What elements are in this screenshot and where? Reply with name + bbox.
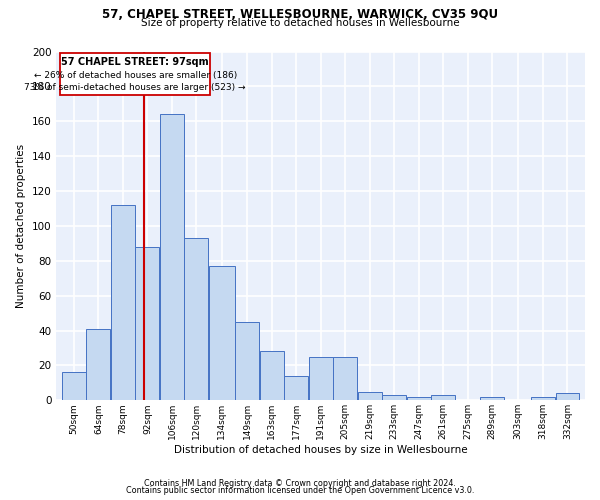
Bar [235, 322, 259, 400]
X-axis label: Distribution of detached houses by size in Wellesbourne: Distribution of detached houses by size … [174, 445, 467, 455]
Bar [209, 266, 235, 400]
Text: 57 CHAPEL STREET: 97sqm: 57 CHAPEL STREET: 97sqm [61, 56, 209, 66]
Bar [86, 329, 110, 400]
Bar [184, 238, 208, 400]
FancyBboxPatch shape [60, 53, 211, 95]
Bar [260, 352, 284, 401]
Text: Contains HM Land Registry data © Crown copyright and database right 2024.: Contains HM Land Registry data © Crown c… [144, 478, 456, 488]
Bar [62, 372, 86, 400]
Bar [284, 376, 308, 400]
Bar [136, 247, 160, 400]
Bar [431, 395, 455, 400]
Y-axis label: Number of detached properties: Number of detached properties [16, 144, 26, 308]
Bar [358, 392, 382, 400]
Bar [480, 397, 504, 400]
Bar [531, 397, 555, 400]
Text: 57, CHAPEL STREET, WELLESBOURNE, WARWICK, CV35 9QU: 57, CHAPEL STREET, WELLESBOURNE, WARWICK… [102, 8, 498, 20]
Text: Contains public sector information licensed under the Open Government Licence v3: Contains public sector information licen… [126, 486, 474, 495]
Bar [111, 205, 135, 400]
Bar [556, 394, 580, 400]
Text: 73% of semi-detached houses are larger (523) →: 73% of semi-detached houses are larger (… [25, 83, 246, 92]
Bar [407, 397, 431, 400]
Bar [160, 114, 184, 401]
Bar [382, 395, 406, 400]
Text: ← 26% of detached houses are smaller (186): ← 26% of detached houses are smaller (18… [34, 70, 237, 80]
Bar [309, 356, 333, 401]
Text: Size of property relative to detached houses in Wellesbourne: Size of property relative to detached ho… [140, 18, 460, 28]
Bar [333, 356, 357, 401]
